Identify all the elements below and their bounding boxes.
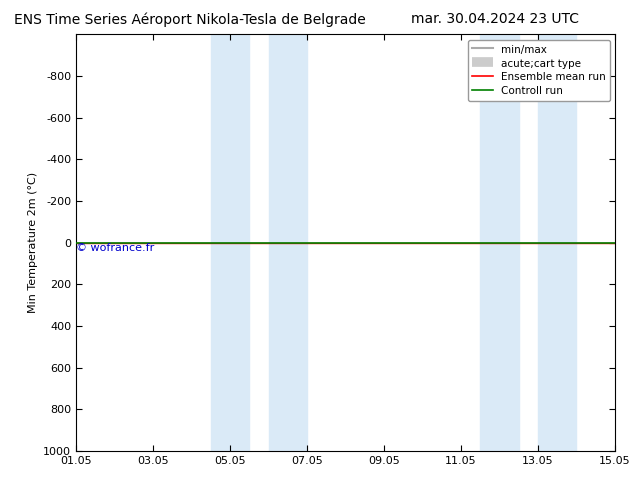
Text: ENS Time Series Aéroport Nikola-Tesla de Belgrade: ENS Time Series Aéroport Nikola-Tesla de… — [15, 12, 366, 27]
Bar — [480, 34, 519, 451]
Text: © wofrance.fr: © wofrance.fr — [77, 243, 155, 252]
Legend: min/max, acute;cart type, Ensemble mean run, Controll run: min/max, acute;cart type, Ensemble mean … — [467, 40, 610, 100]
Text: mar. 30.04.2024 23 UTC: mar. 30.04.2024 23 UTC — [411, 12, 578, 26]
Bar — [210, 34, 249, 451]
Y-axis label: Min Temperature 2m (°C): Min Temperature 2m (°C) — [28, 172, 37, 313]
Bar — [269, 34, 307, 451]
Bar — [538, 34, 576, 451]
